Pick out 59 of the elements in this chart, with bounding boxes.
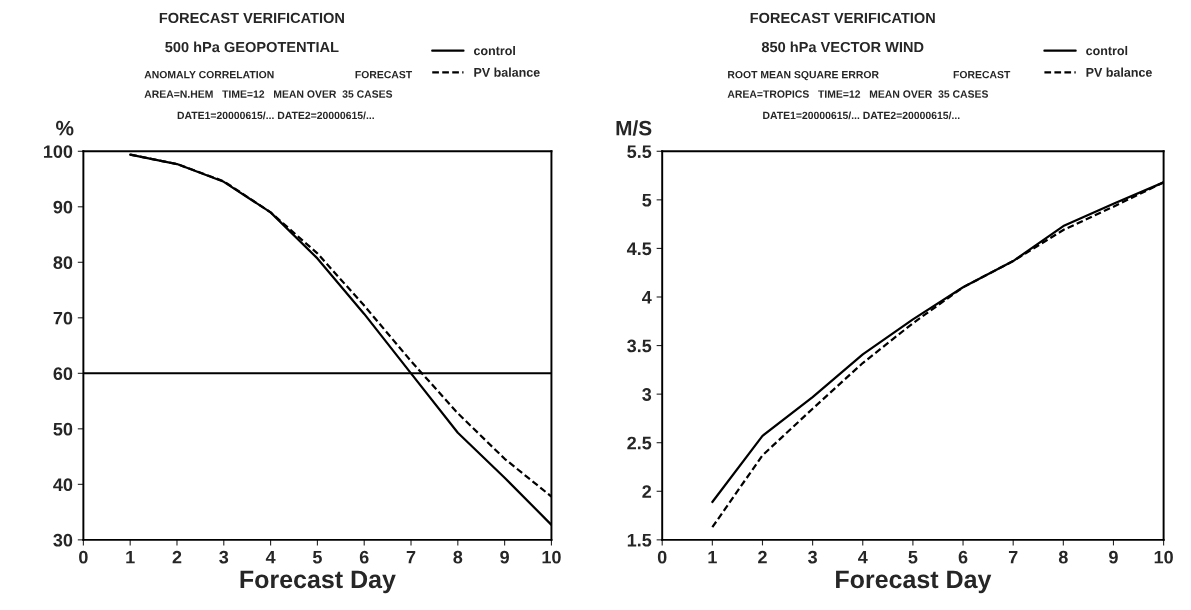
text: AREA=N.HEM TIME=12 MEAN OVER 35 CASES: [144, 90, 393, 98]
text: ROOT MEAN SQUARE ERROR: [728, 70, 879, 81]
x-tick-label: 2: [172, 550, 182, 564]
x-tick-label: 4: [265, 550, 276, 564]
x-tick-label: 1: [126, 550, 135, 564]
y-tick-label: 5.5: [627, 145, 652, 158]
y-tick-label: 70: [53, 311, 73, 325]
x-tick-label: 9: [500, 550, 509, 564]
x-axis-title: Forecast Day: [240, 570, 396, 594]
y-tick-label: 3.5: [627, 339, 652, 353]
text: ANOMALY CORRELATION: [144, 70, 274, 79]
y-tick-label: 4: [642, 291, 652, 304]
y-tick-label: 2: [642, 485, 652, 498]
text: AREA=TROPICS TIME=12 MEAN OVER 35 CASES: [727, 90, 989, 98]
x-tick-label: 9: [1109, 550, 1118, 564]
x-tick-label: 7: [406, 550, 416, 564]
x-axis-title: Forecast Day: [836, 570, 992, 594]
legend-label: PV balance: [1086, 67, 1152, 77]
chart-subtitle: 500 hPa GEOPOTENTIAL: [165, 41, 339, 53]
legend-label: control: [1086, 45, 1128, 56]
y-tick-label: 90: [53, 200, 73, 214]
y-tick-label: 30: [53, 533, 73, 547]
x-tick-label: 8: [1058, 550, 1068, 564]
x-tick-label: 0: [79, 550, 88, 564]
x-tick-label: 0: [657, 550, 667, 564]
text: DATE1=20000615/... DATE2=20000615/...: [177, 111, 374, 120]
y-tick-label: 40: [53, 478, 73, 492]
y-tick-label: 3: [642, 388, 652, 401]
chart-title: FORECAST VERIFICATION: [750, 12, 935, 24]
x-tick-label: 5: [312, 550, 322, 564]
y-tick-label: 2.5: [627, 436, 652, 450]
chart-title: FORECAST VERIFICATION: [159, 12, 344, 24]
legend-label: control: [473, 45, 515, 56]
text: FORECAST: [355, 70, 413, 79]
x-tick-label: 2: [758, 550, 767, 564]
y-tick-label: 80: [53, 256, 73, 270]
x-tick-label: 6: [958, 550, 968, 564]
y-tick-label: 50: [53, 422, 73, 436]
x-tick-label: 3: [219, 550, 229, 564]
x-tick-label: 5: [908, 550, 918, 564]
x-tick-label: 1: [708, 550, 717, 564]
x-tick-label: 4: [858, 550, 868, 564]
text: DATE1=20000615/... DATE2=20000615/...: [763, 111, 960, 120]
y-tick-label: 5: [642, 193, 652, 207]
x-tick-label: 10: [542, 550, 561, 564]
legend-label: PV balance: [474, 67, 540, 77]
x-tick-label: 7: [1008, 550, 1018, 564]
y-tick-label: 4.5: [626, 242, 652, 256]
x-tick-label: 3: [808, 550, 817, 564]
y-tick-label: 100: [43, 145, 73, 158]
y-tick-label: 1.5: [627, 533, 652, 547]
chart-subtitle: 850 hPa VECTOR WIND: [761, 41, 924, 53]
x-tick-label: 6: [359, 550, 369, 564]
x-tick-label: 8: [453, 550, 463, 564]
text: FORECAST: [953, 70, 1011, 79]
y-axis-title: %: [56, 120, 74, 136]
x-tick-label: 10: [1154, 550, 1173, 564]
y-tick-label: 60: [53, 367, 73, 381]
y-axis-title: M/S: [616, 120, 652, 136]
